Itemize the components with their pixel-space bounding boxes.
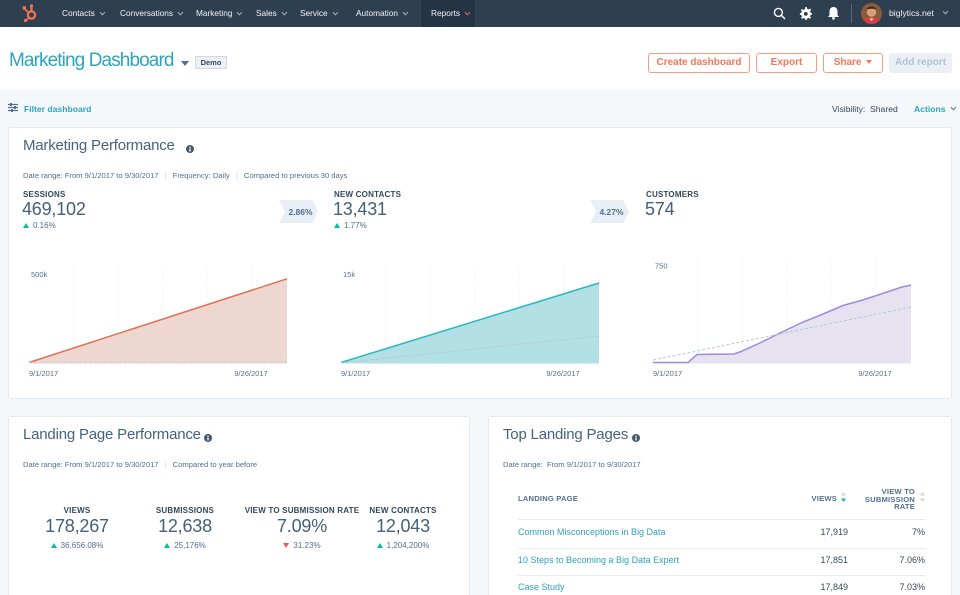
svg-text:500k: 500k [31, 270, 48, 279]
svg-text:9/26/2017: 9/26/2017 [546, 369, 579, 378]
svg-text:9/1/2017: 9/1/2017 [29, 369, 58, 378]
svg-text:9/1/2017: 9/1/2017 [653, 369, 682, 378]
svg-text:9/26/2017: 9/26/2017 [234, 369, 267, 378]
svg-text:750: 750 [655, 262, 668, 271]
svg-text:15k: 15k [343, 270, 355, 279]
svg-text:9/26/2017: 9/26/2017 [858, 369, 891, 378]
svg-text:9/1/2017: 9/1/2017 [341, 369, 370, 378]
